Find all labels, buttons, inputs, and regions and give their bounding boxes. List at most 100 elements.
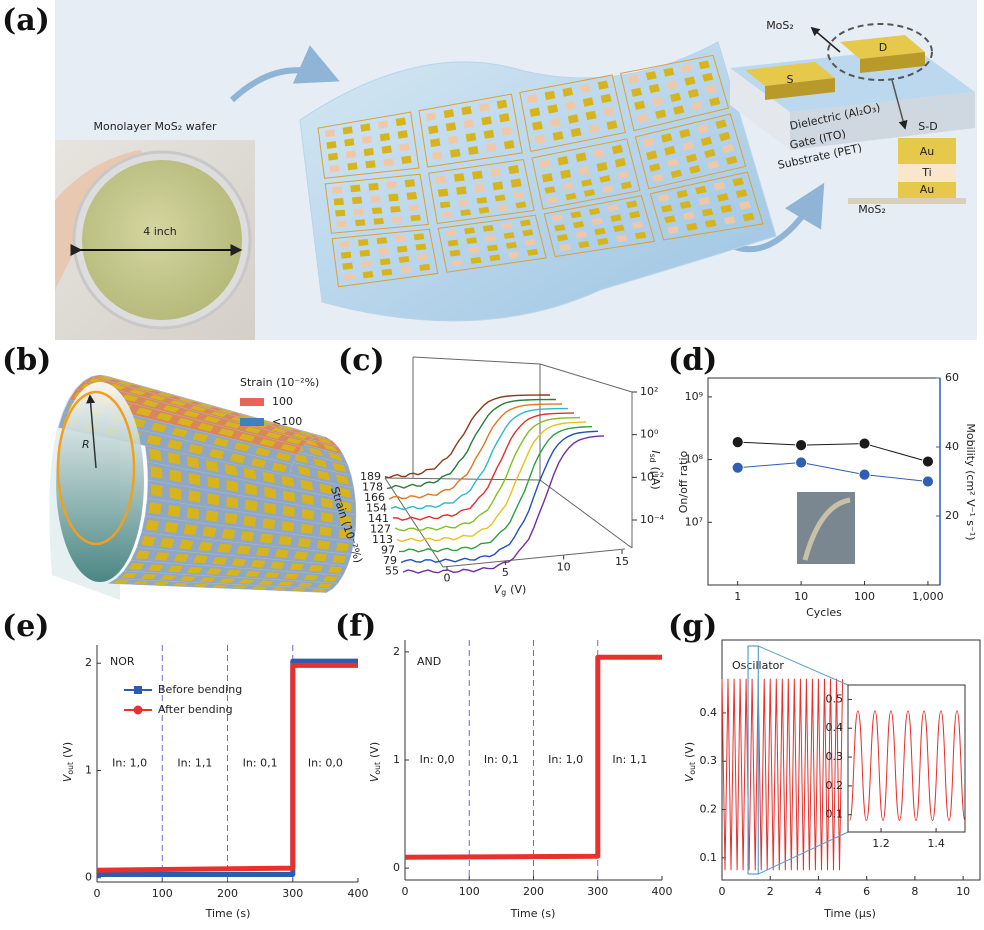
substrate-side: [730, 68, 790, 150]
pad: [479, 102, 490, 112]
arch-pad: [236, 545, 251, 555]
pad: [557, 156, 569, 166]
y-tick-label: 0: [85, 871, 92, 884]
pad: [631, 87, 643, 97]
pad: [501, 126, 513, 136]
pad: [613, 224, 625, 232]
pad: [332, 186, 343, 194]
pad: [417, 253, 429, 261]
arch-pad: [192, 432, 209, 443]
pad: [572, 221, 585, 229]
box-edge: [442, 548, 626, 568]
transfer-curve: [396, 421, 587, 543]
plot-frame: [721, 639, 981, 881]
x-tick-label: 100: [152, 887, 173, 900]
pad: [383, 158, 394, 167]
pad: [541, 173, 553, 183]
pad: [373, 217, 384, 225]
arch-pad: [308, 447, 324, 457]
pad: [447, 135, 459, 145]
pad: [481, 116, 492, 126]
x-tick-label: 15: [615, 555, 629, 568]
panel-label: (g): [668, 609, 717, 644]
strain-label: 113: [372, 533, 393, 546]
arch-pad: [251, 458, 266, 468]
pad: [441, 211, 453, 219]
arch-pad: [316, 470, 330, 481]
arch-pad: [141, 536, 156, 546]
chip-cell: [634, 113, 747, 190]
pad: [718, 131, 731, 142]
pad: [474, 183, 485, 193]
arch-pad: [320, 512, 333, 523]
pad: [465, 132, 477, 142]
source-top: [745, 62, 835, 86]
pad: [508, 164, 520, 175]
axis-label: Time (s): [205, 907, 251, 920]
pad: [443, 109, 455, 119]
pad: [490, 167, 501, 177]
arch-pad: [262, 471, 276, 484]
arch-pad: [264, 502, 276, 514]
pad: [556, 234, 569, 242]
pad: [582, 97, 594, 107]
arch-pad: [322, 443, 338, 452]
arch-pad: [105, 376, 122, 381]
region-label: In: 0,0: [308, 757, 343, 770]
pad: [645, 71, 657, 81]
arch-pad: [238, 579, 255, 584]
pad: [547, 104, 559, 114]
transfer-curve: [394, 416, 581, 532]
arch-pad: [275, 452, 292, 462]
pad: [596, 161, 608, 172]
pad: [445, 229, 457, 237]
arch-pad: [199, 577, 216, 582]
pad: [631, 221, 644, 229]
y-tick-label: 0.3: [700, 754, 718, 767]
pad: [361, 135, 373, 144]
pad: [335, 209, 346, 217]
box-edge: [412, 356, 541, 365]
pad: [395, 235, 406, 243]
legend-label: <100: [272, 415, 302, 428]
pad: [575, 231, 587, 239]
base-label: MoS₂: [858, 203, 886, 216]
arch-pad: [338, 487, 351, 498]
pad: [551, 214, 563, 222]
pad: [522, 229, 534, 237]
axis-label: Mobility (cm² V⁻¹ s⁻¹): [964, 423, 977, 540]
region-label: In: 1,0: [548, 753, 583, 766]
arch-pad: [177, 398, 194, 403]
arch-pad: [149, 394, 167, 401]
pad: [597, 80, 609, 90]
y-tick-label: 0.1: [826, 808, 844, 821]
arch-pad: [338, 529, 351, 539]
pad: [361, 260, 372, 268]
arch-pad: [190, 405, 207, 412]
arch-pad: [240, 531, 255, 542]
arch-pad: [179, 539, 194, 550]
legend-label: Before bending: [158, 683, 242, 696]
data-point: [795, 439, 808, 452]
axis-label: Time (s): [510, 907, 556, 920]
wafer-title: Monolayer MoS₂ wafer: [93, 120, 217, 133]
pad: [396, 245, 408, 253]
arch-pad: [207, 476, 220, 489]
pad: [702, 72, 714, 82]
x-tick-label: 0: [444, 572, 451, 585]
pad: [344, 138, 355, 147]
wafer-size: 4 inch: [143, 225, 177, 238]
panel-label: (d): [668, 343, 717, 378]
transfer-curve: [402, 435, 605, 574]
pad: [629, 210, 641, 219]
x-tick-label: 1.2: [872, 837, 890, 850]
pad: [597, 237, 609, 246]
pad: [379, 258, 391, 266]
pad: [489, 254, 501, 262]
arch-pad: [294, 551, 308, 560]
axis-label-symbol: V: [61, 773, 74, 782]
pad: [534, 134, 546, 144]
legend-swatch: [240, 398, 264, 406]
axis-label: Isd (μA): [648, 450, 662, 489]
pad: [627, 74, 639, 84]
